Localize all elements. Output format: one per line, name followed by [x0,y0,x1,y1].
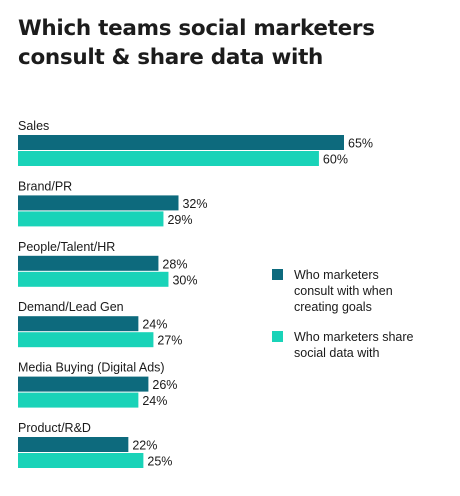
value-label-sales-series-2: 60% [323,153,348,167]
category-label-demand-lead-gen: Demand/Lead Gen [18,300,124,314]
bar-demand-lead-gen-series-2 [18,332,154,348]
value-label-product-r-d-series-2: 25% [147,455,172,469]
value-label-sales-series-1: 65% [348,137,373,151]
category-label-media-buying-digital-ads: Media Buying (Digital Ads) [18,361,165,375]
category-label-sales: Sales [18,119,49,133]
value-label-brand-pr-series-2: 29% [167,213,192,227]
bar-people-talent-hr-series-2 [18,271,169,287]
bar-brand-pr-series-2 [18,211,164,227]
category-label-people-talent-hr: People/Talent/HR [18,240,115,254]
legend-label-series-1: creating goals [294,300,372,314]
category-label-brand-pr: Brand/PR [18,179,72,193]
bar-product-r-d-series-2 [18,453,144,468]
bar-media-buying-digital-ads-series-2 [18,392,139,408]
value-label-people-talent-hr-series-2: 30% [172,273,197,287]
legend-label-series-1: consult with when [294,284,393,298]
bar-brand-pr-series-1 [18,195,179,211]
value-label-media-buying-digital-ads-series-2: 24% [142,394,167,408]
legend-swatch-series-2 [272,331,283,342]
legend-label-series-2: social data with [294,346,380,360]
bars-layer: Sales 65%60% Brand/PR 32% 29% People/Talent/H… [18,119,373,469]
value-label-brand-pr-series-1: 32% [182,197,207,211]
value-label-demand-lead-gen-series-2: 27% [157,334,182,348]
bar-demand-lead-gen-series-1 [18,316,139,332]
legend-swatch-series-1 [272,269,283,280]
value-label-demand-lead-gen-series-1: 24% [142,318,167,332]
bar-product-r-d-series-1 [18,437,129,452]
chart-title: Which teams social marketers consult & s… [18,16,375,70]
bar-sales-series-1 [18,135,344,150]
legend-label-series-2: Who marketers share [294,330,414,344]
value-label-product-r-d-series-1: 22% [132,439,157,453]
legend: Who marketers consult with when creating g… [272,268,414,360]
legend-label-series-1: Who marketers [294,268,379,282]
bar-media-buying-digital-ads-series-1 [18,376,149,392]
bar-people-talent-hr-series-1 [18,255,159,271]
category-label-product-r-d: Product/R&D [18,421,91,435]
value-label-people-talent-hr-series-1: 28% [162,257,187,271]
bar-sales-series-2 [18,151,319,166]
value-label-media-buying-digital-ads-series-1: 26% [152,378,177,392]
